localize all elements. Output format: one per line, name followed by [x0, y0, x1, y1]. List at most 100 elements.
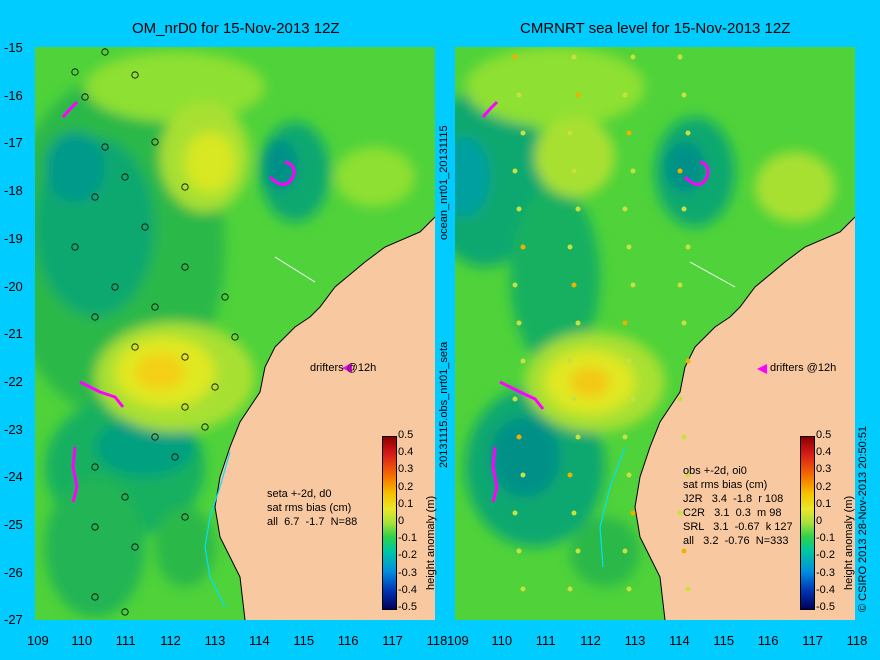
obs-marker [622, 206, 628, 212]
obs-marker [171, 453, 179, 461]
colorbar-tick: 0 [816, 515, 823, 527]
obs-marker [520, 586, 526, 592]
obs-marker [516, 320, 522, 326]
obs-marker [181, 353, 189, 361]
x-tick-label: 114 [249, 633, 270, 648]
obs-marker [512, 282, 518, 288]
y-tick-label: -24 [4, 469, 23, 485]
y-tick-label: -16 [4, 87, 23, 103]
x-tick-label: 116 [757, 633, 779, 648]
obs-marker [685, 472, 691, 478]
colorbar-tick: 0.2 [816, 480, 832, 493]
obs-marker [681, 206, 687, 212]
obs-marker [571, 510, 577, 516]
obs-marker [685, 358, 691, 364]
colorbar-left [382, 436, 397, 610]
obs-marker [121, 608, 129, 616]
y-tick-label: -27 [4, 612, 23, 628]
colorbar-tick: -0.1 [398, 532, 417, 545]
obs-marker [520, 130, 526, 136]
obs-marker [516, 434, 522, 440]
obs-marker [567, 358, 573, 364]
colorbar-tick: 0.5 [398, 429, 414, 441]
obs-marker [181, 513, 189, 521]
y-tick-label: -20 [4, 278, 23, 294]
credit-label: © CSIRO 2013 28-Nov-2013 20:50:51 [857, 425, 869, 612]
obs-marker [677, 54, 683, 60]
obs-marker [681, 434, 687, 440]
obs-marker [520, 472, 526, 478]
colorbar-tick: 0.1 [816, 497, 832, 510]
obs-marker [91, 313, 99, 321]
obs-marker [571, 282, 577, 288]
colorbar-tick: -0.4 [816, 583, 835, 596]
obs-marker [111, 283, 119, 291]
obs-marker [626, 358, 632, 364]
obs-marker [626, 130, 632, 136]
obs-marker [571, 54, 577, 60]
obs-marker [622, 548, 628, 554]
obs-marker [520, 244, 526, 250]
obs-marker [685, 130, 691, 136]
obs-marker [121, 173, 129, 181]
obs-marker [681, 320, 687, 326]
stats-row-right-j2r: J2R 3.4 -1.8 r 108 [683, 493, 784, 505]
obs-marker [181, 183, 189, 191]
obs-marker [91, 523, 99, 531]
obs-marker [91, 193, 99, 201]
x-tick-label: 115 [713, 633, 735, 648]
x-tick-label: 116 [337, 633, 359, 648]
drifter-legend-right: drifters @12h [770, 362, 837, 374]
obs-marker [575, 548, 581, 554]
x-tick-label: 112 [160, 633, 181, 648]
obs-marker [81, 93, 89, 101]
obs-marker [151, 138, 159, 146]
left-map[interactable]: drifters @12h seta +-2d, d0 sat rms bias… [35, 47, 435, 620]
obs-marker [567, 130, 573, 136]
y-tick-label: -21 [4, 326, 23, 342]
x-tick-label: 113 [624, 633, 646, 648]
obs-marker [516, 92, 522, 98]
obs-marker [677, 168, 683, 174]
obs-marker [512, 54, 518, 60]
colorbar-tick: -0.4 [398, 583, 417, 596]
colorbar-tick: 0.1 [398, 497, 414, 510]
y-tick-label: -26 [4, 564, 23, 580]
colorbar-tick: -0.3 [816, 566, 835, 579]
colorbar-tick: -0.5 [816, 601, 835, 613]
obs-marker [520, 358, 526, 364]
obs-marker [512, 510, 518, 516]
obs-marker [622, 434, 628, 440]
obs-marker [201, 423, 209, 431]
obs-marker [622, 320, 628, 326]
x-tick-label: 115 [293, 633, 315, 648]
colorbar-tick: -0.3 [398, 566, 417, 579]
obs-marker [91, 593, 99, 601]
obs-marker [677, 282, 683, 288]
obs-marker [630, 54, 636, 60]
obs-marker [101, 48, 109, 56]
obs-marker [567, 244, 573, 250]
obs-marker [567, 586, 573, 592]
colorbar-tick: -0.5 [398, 601, 417, 613]
x-tick-label: 109 [27, 633, 49, 648]
obs-marker [516, 206, 522, 212]
x-tick-label: 111 [115, 633, 136, 648]
x-tick-label: 111 [535, 633, 556, 648]
right-map[interactable]: drifters @12h obs +-2d, oi0 sat rms bias… [455, 47, 855, 620]
left-map-field [35, 47, 435, 620]
obs-marker [131, 71, 139, 79]
obs-marker [141, 223, 149, 231]
stats-subtitle-left: sat rms bias (cm) [267, 502, 352, 514]
obs-marker [571, 168, 577, 174]
y-tick-label: -18 [4, 183, 23, 199]
obs-marker [181, 403, 189, 411]
y-tick-label: -25 [4, 517, 23, 532]
obs-marker [630, 510, 636, 516]
obs-marker [211, 383, 219, 391]
stats-row-left: all 6.7 -1.7 N=88 [267, 516, 358, 528]
obs-marker [622, 92, 628, 98]
stats-title-left: seta +-2d, d0 [267, 488, 332, 500]
x-tick-label: 118 [846, 633, 868, 648]
colorbar-right [800, 436, 815, 610]
